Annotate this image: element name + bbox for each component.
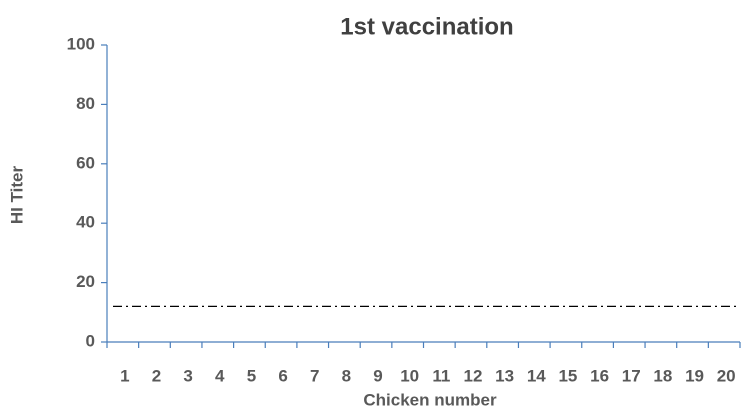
y-tick-label: 40 xyxy=(76,213,95,232)
y-axis-label: HI Titer xyxy=(7,165,26,224)
x-tick-label: 16 xyxy=(590,366,609,385)
y-tick-label: 60 xyxy=(76,153,95,172)
x-tick-label: 17 xyxy=(622,366,641,385)
chart-title: 1st vaccination xyxy=(340,13,513,40)
x-tick-label: 4 xyxy=(215,366,225,385)
x-tick-label: 9 xyxy=(373,366,382,385)
x-tick-label: 20 xyxy=(717,366,736,385)
y-tick-label: 80 xyxy=(76,94,95,113)
x-tick-label: 15 xyxy=(558,366,577,385)
y-tick-label: 100 xyxy=(67,34,95,53)
x-tick-label: 13 xyxy=(495,366,514,385)
x-tick-label: 11 xyxy=(432,366,450,385)
x-tick-label: 3 xyxy=(183,366,192,385)
x-tick-label: 6 xyxy=(278,366,287,385)
x-tick-label: 12 xyxy=(464,366,483,385)
x-tick-label: 7 xyxy=(310,366,319,385)
x-tick-label: 8 xyxy=(342,366,351,385)
x-tick-label: 1 xyxy=(120,366,129,385)
x-axis-label: Chicken number xyxy=(363,390,497,409)
x-tick-label: 18 xyxy=(653,366,672,385)
x-tick-label: 14 xyxy=(527,366,546,385)
x-tick-label: 2 xyxy=(152,366,161,385)
y-tick-label: 20 xyxy=(76,272,95,291)
y-tick-label: 0 xyxy=(86,331,95,350)
x-tick-label: 5 xyxy=(247,366,256,385)
x-tick-label: 19 xyxy=(685,366,704,385)
x-tick-label: 10 xyxy=(400,366,419,385)
